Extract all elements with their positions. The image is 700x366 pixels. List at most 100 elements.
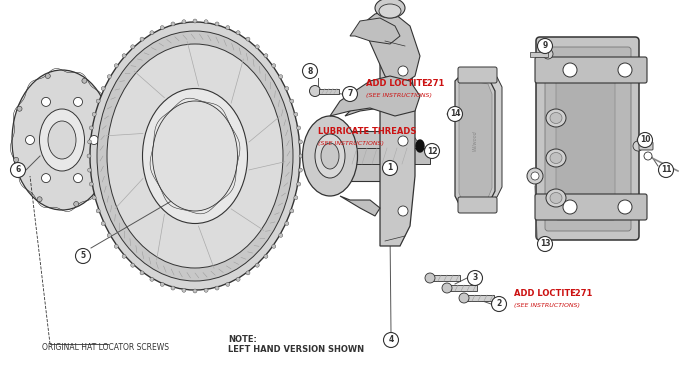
Circle shape — [150, 31, 154, 35]
Circle shape — [215, 286, 219, 290]
Circle shape — [527, 168, 543, 184]
Ellipse shape — [302, 116, 358, 196]
FancyBboxPatch shape — [639, 142, 653, 150]
Text: ADD LOCTITE: ADD LOCTITE — [514, 289, 576, 298]
Circle shape — [285, 86, 289, 90]
Ellipse shape — [143, 89, 248, 224]
Circle shape — [633, 141, 643, 151]
Text: 13: 13 — [540, 239, 550, 249]
Text: 14: 14 — [449, 109, 461, 119]
Circle shape — [106, 118, 111, 123]
Circle shape — [272, 244, 276, 249]
Circle shape — [659, 163, 673, 178]
Text: 271: 271 — [572, 289, 592, 298]
Circle shape — [638, 132, 652, 147]
Circle shape — [90, 182, 93, 186]
Ellipse shape — [12, 70, 112, 210]
FancyBboxPatch shape — [330, 131, 390, 181]
Text: ®: ® — [569, 290, 574, 295]
Circle shape — [46, 74, 50, 78]
Circle shape — [182, 288, 186, 292]
Circle shape — [193, 289, 197, 293]
FancyBboxPatch shape — [556, 58, 615, 220]
Circle shape — [114, 64, 118, 68]
Polygon shape — [416, 140, 424, 152]
Ellipse shape — [48, 121, 76, 159]
Circle shape — [424, 143, 440, 158]
Circle shape — [285, 221, 289, 225]
Circle shape — [563, 63, 577, 77]
Text: Wilwood: Wilwood — [473, 131, 477, 152]
Circle shape — [298, 140, 302, 144]
Ellipse shape — [379, 4, 401, 18]
Ellipse shape — [90, 22, 300, 290]
Circle shape — [204, 288, 208, 292]
Text: ORIGINAL HAT LOCATOR SCREWS: ORIGINAL HAT LOCATOR SCREWS — [41, 344, 169, 352]
Ellipse shape — [153, 101, 237, 211]
Text: 4: 4 — [389, 336, 393, 344]
Circle shape — [447, 107, 463, 122]
Ellipse shape — [375, 0, 405, 18]
Circle shape — [193, 19, 197, 23]
Circle shape — [88, 168, 92, 172]
Circle shape — [309, 86, 321, 97]
Polygon shape — [350, 18, 400, 44]
Circle shape — [10, 163, 25, 178]
Circle shape — [531, 172, 539, 180]
Circle shape — [398, 206, 408, 216]
Text: 7: 7 — [347, 90, 353, 98]
Circle shape — [160, 283, 164, 286]
Circle shape — [102, 86, 105, 90]
Circle shape — [382, 161, 398, 176]
Text: (SEE INSTRUCTIONS): (SEE INSTRUCTIONS) — [514, 303, 580, 308]
Circle shape — [140, 37, 144, 41]
Circle shape — [182, 20, 186, 24]
Circle shape — [90, 135, 99, 145]
Circle shape — [140, 271, 144, 275]
Circle shape — [92, 112, 96, 116]
Circle shape — [342, 86, 358, 101]
FancyBboxPatch shape — [464, 295, 494, 301]
Circle shape — [102, 169, 107, 174]
Circle shape — [246, 271, 250, 275]
Polygon shape — [345, 88, 390, 116]
Circle shape — [17, 106, 22, 111]
Circle shape — [538, 38, 552, 53]
Ellipse shape — [546, 149, 566, 167]
Circle shape — [264, 54, 268, 58]
Circle shape — [563, 200, 577, 214]
Circle shape — [107, 234, 111, 238]
Text: ADD LOCTITE: ADD LOCTITE — [366, 79, 428, 88]
Circle shape — [425, 273, 435, 283]
Circle shape — [256, 263, 259, 267]
Text: (SEE INSTRUCTIONS): (SEE INSTRUCTIONS) — [366, 93, 432, 98]
Ellipse shape — [107, 44, 283, 268]
Circle shape — [171, 286, 175, 290]
Text: 6: 6 — [15, 165, 20, 175]
Circle shape — [294, 112, 298, 116]
Text: 11: 11 — [661, 165, 671, 175]
Polygon shape — [455, 76, 495, 206]
Polygon shape — [340, 196, 380, 216]
Circle shape — [459, 293, 469, 303]
Circle shape — [298, 168, 302, 172]
Circle shape — [246, 37, 250, 41]
Text: 271: 271 — [424, 79, 444, 88]
Ellipse shape — [315, 134, 345, 178]
Text: 2: 2 — [496, 299, 502, 309]
Circle shape — [41, 173, 50, 183]
Circle shape — [131, 45, 134, 49]
FancyBboxPatch shape — [350, 148, 430, 164]
Polygon shape — [464, 72, 502, 202]
Text: 8: 8 — [307, 67, 313, 75]
FancyBboxPatch shape — [430, 275, 460, 281]
Circle shape — [538, 236, 552, 251]
Circle shape — [92, 196, 96, 200]
Text: 5: 5 — [80, 251, 85, 261]
Circle shape — [384, 332, 398, 347]
Circle shape — [398, 66, 408, 76]
Text: (SEE INSTRUCTIONS): (SEE INSTRUCTIONS) — [318, 141, 384, 146]
Text: 9: 9 — [542, 41, 547, 51]
Circle shape — [644, 152, 652, 160]
FancyBboxPatch shape — [458, 67, 497, 83]
